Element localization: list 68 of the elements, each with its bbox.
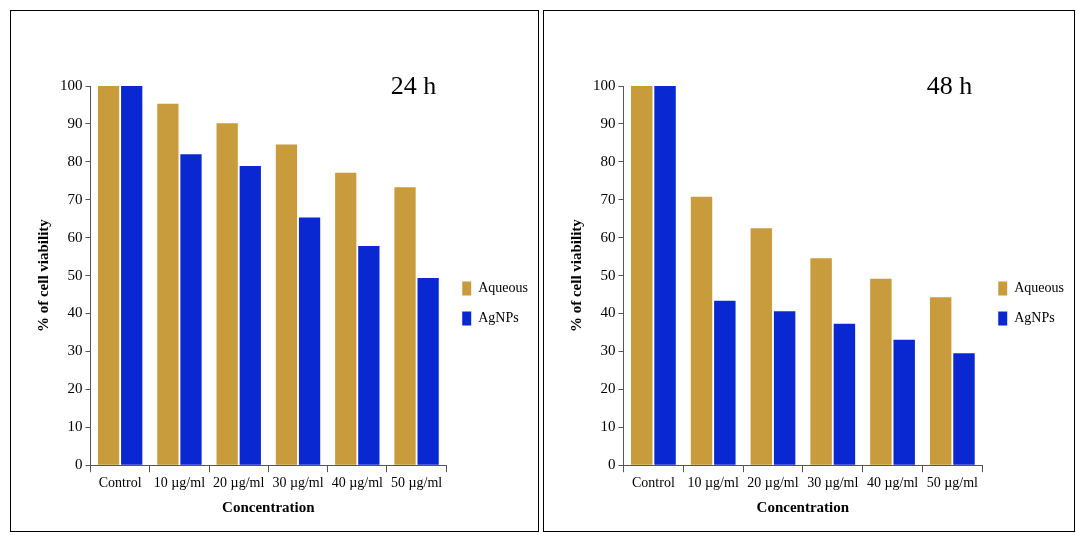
y-tick-label: 90 — [67, 114, 83, 131]
bar — [358, 246, 380, 465]
y-tick-label: 60 — [67, 228, 83, 245]
y-tick-label: 0 — [608, 456, 616, 473]
y-tick-label: 60 — [600, 228, 616, 245]
x-tick-label: 30 µg/ml — [272, 475, 324, 491]
bar — [750, 228, 773, 465]
x-tick-label: Control — [98, 475, 142, 491]
bar — [239, 166, 261, 465]
y-tick-label: 0 — [75, 456, 83, 473]
chart-title: 48 h — [926, 70, 973, 100]
x-tick-label: 50 µg/ml — [390, 475, 443, 491]
bar — [714, 300, 736, 465]
x-tick-label: 50 µg/ml — [926, 475, 979, 491]
legend-label: AgNPs — [1014, 310, 1055, 326]
x-axis-title: Concentration — [222, 498, 316, 515]
bar — [298, 217, 321, 465]
y-tick-label: 40 — [67, 304, 83, 321]
x-tick-label: 10 µg/ml — [153, 475, 206, 491]
bar — [893, 339, 915, 465]
bar — [216, 123, 238, 465]
y-tick-label: 50 — [600, 266, 616, 283]
y-axis-title: % of cell viability — [567, 218, 584, 333]
legend-label: AgNPs — [478, 310, 519, 326]
chart-title: 24 h — [390, 70, 437, 100]
bar — [833, 323, 856, 465]
bar — [773, 311, 796, 465]
bar — [97, 86, 120, 465]
y-tick-label: 30 — [67, 342, 83, 359]
y-tick-label: 20 — [600, 380, 616, 397]
legend-label: Aqueous — [1014, 280, 1065, 296]
x-tick-label: 10 µg/ml — [687, 475, 739, 491]
y-tick-label: 30 — [600, 342, 616, 359]
y-tick-label: 100 — [60, 76, 83, 93]
x-tick-label: Control — [632, 475, 675, 491]
legend-label: Aqueous — [478, 280, 529, 296]
bar — [417, 277, 439, 465]
y-tick-label: 80 — [67, 152, 83, 169]
y-tick-label: 70 — [600, 190, 616, 207]
y-tick-label: 70 — [67, 190, 83, 207]
y-tick-label: 40 — [600, 304, 616, 321]
bar — [870, 278, 892, 465]
x-tick-label: 40 µg/ml — [331, 475, 384, 491]
y-tick-label: 100 — [593, 76, 616, 93]
bar — [121, 86, 143, 465]
x-tick-label: 40 µg/ml — [866, 475, 919, 491]
y-tick-label: 90 — [600, 114, 616, 131]
bar — [953, 353, 975, 465]
bar — [335, 172, 357, 465]
bar — [275, 144, 298, 465]
y-tick-label: 10 — [67, 418, 83, 435]
bar — [690, 196, 713, 465]
bar — [394, 187, 416, 465]
y-tick-label: 20 — [67, 380, 83, 397]
y-tick-label: 80 — [600, 152, 616, 169]
bar — [157, 103, 179, 465]
x-tick-label: 20 µg/ml — [747, 475, 799, 491]
x-axis-title: Concentration — [756, 498, 850, 515]
bar — [810, 258, 832, 465]
bar — [631, 86, 653, 465]
bar — [180, 154, 202, 465]
x-tick-label: 30 µg/ml — [807, 475, 859, 491]
y-tick-label: 10 — [600, 418, 616, 435]
y-axis-title: % of cell viability — [34, 218, 51, 333]
y-tick-label: 50 — [67, 266, 83, 283]
bar — [654, 86, 676, 465]
x-tick-label: 20 µg/ml — [213, 475, 265, 491]
bar — [929, 297, 952, 465]
